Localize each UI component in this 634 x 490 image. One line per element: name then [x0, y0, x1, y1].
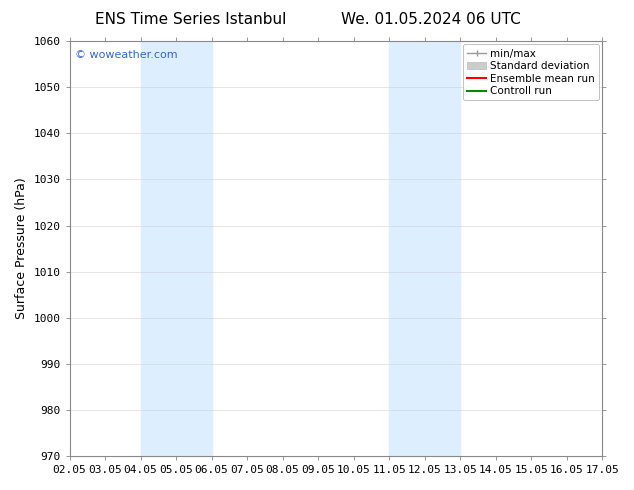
Bar: [141, 41, 212, 456]
Legend: min/max, Standard deviation, Ensemble mean run, Controll run: min/max, Standard deviation, Ensemble me…: [463, 44, 599, 100]
Text: © woweather.com: © woweather.com: [75, 49, 178, 59]
Text: We. 01.05.2024 06 UTC: We. 01.05.2024 06 UTC: [341, 12, 521, 27]
Bar: [389, 41, 460, 456]
Text: ENS Time Series Istanbul: ENS Time Series Istanbul: [94, 12, 286, 27]
Y-axis label: Surface Pressure (hPa): Surface Pressure (hPa): [15, 178, 28, 319]
